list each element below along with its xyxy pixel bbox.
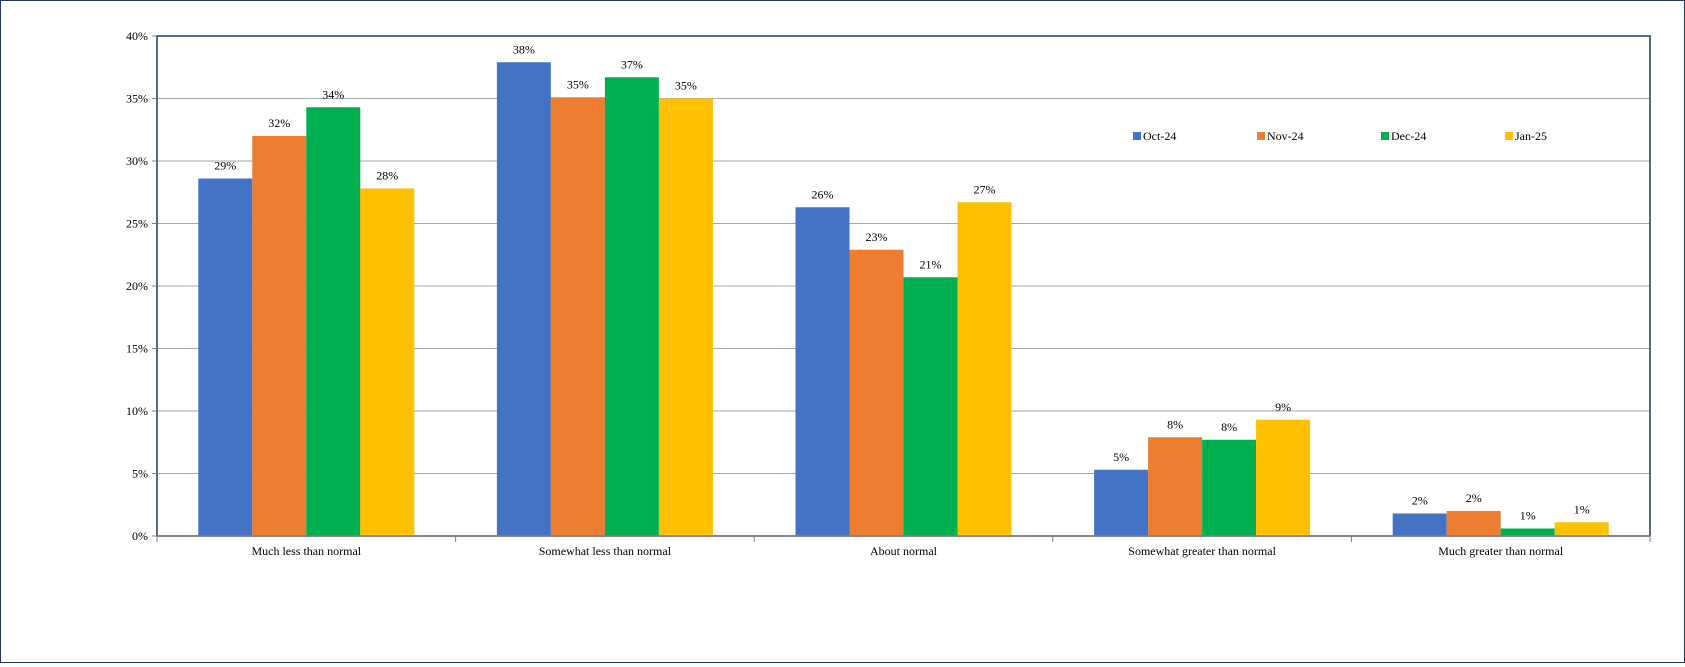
y-tick-label: 0%: [132, 529, 148, 543]
data-label: 32%: [268, 116, 290, 130]
legend-swatch: [1133, 132, 1141, 140]
data-label: 34%: [322, 87, 344, 101]
legend-label: Jan-25: [1515, 129, 1547, 143]
y-tick-label: 25%: [126, 217, 148, 231]
y-tick-label: 35%: [126, 92, 148, 106]
y-tick-label: 15%: [126, 342, 148, 356]
legend-label: Nov-24: [1267, 129, 1304, 143]
bar: [1094, 469, 1149, 536]
x-category-label: Somewhat less than normal: [539, 544, 672, 558]
bar: [198, 178, 253, 536]
bar: [1500, 528, 1555, 536]
bars: [198, 62, 1609, 536]
data-label: 23%: [866, 230, 888, 244]
data-label: 2%: [1412, 494, 1428, 508]
data-label: 1%: [1574, 502, 1590, 516]
x-category-label: About normal: [870, 544, 938, 558]
data-label: 27%: [974, 182, 996, 196]
data-label: 28%: [376, 169, 398, 183]
y-tick-label: 40%: [126, 29, 148, 43]
legend-swatch: [1505, 132, 1513, 140]
bar: [604, 77, 659, 536]
data-label: 37%: [621, 57, 643, 71]
bar: [1554, 522, 1609, 536]
bar: [1392, 513, 1447, 536]
data-label: 8%: [1167, 417, 1183, 431]
bar: [1202, 439, 1257, 536]
data-label: 9%: [1275, 400, 1291, 414]
bar: [360, 188, 415, 536]
data-label: 1%: [1520, 509, 1536, 523]
legend-label: Dec-24: [1391, 129, 1426, 143]
x-category-label: Much greater than normal: [1438, 544, 1564, 558]
data-label: 5%: [1113, 450, 1129, 464]
x-category-label: Somewhat greater than normal: [1128, 544, 1276, 558]
bar: [496, 62, 551, 536]
legend-swatch: [1381, 132, 1389, 140]
y-tick-label: 10%: [126, 404, 148, 418]
bar: [658, 98, 713, 536]
y-tick-label: 30%: [126, 154, 148, 168]
bar: [252, 136, 307, 536]
bar: [849, 249, 904, 536]
bar: [1148, 437, 1203, 536]
bar: [1256, 419, 1311, 536]
data-label: 8%: [1221, 420, 1237, 434]
x-category-label: Much less than normal: [251, 544, 361, 558]
y-tick-label: 5%: [132, 467, 148, 481]
legend-swatch: [1257, 132, 1265, 140]
bar: [903, 277, 958, 536]
bar: [957, 202, 1012, 536]
bar: [306, 107, 361, 536]
legend: Oct-24 Nov-24 Dec-24 Jan-25: [1133, 129, 1547, 143]
data-labels: 29% 32% 34% 28% 38% 35% 37% 35% 26% 23% 21% 27% 5% 8%…: [214, 42, 1589, 522]
data-label: 38%: [513, 42, 535, 56]
data-label: 26%: [812, 187, 834, 201]
y-tick-label: 20%: [126, 279, 148, 293]
data-label: 29%: [214, 159, 236, 173]
axes: 0% 5% 10% 15% 20% 25% 30% 35% 40% Much less than …: [126, 29, 1651, 558]
bar: [1446, 511, 1501, 536]
bar: [795, 207, 850, 536]
legend-label: Oct-24: [1143, 129, 1176, 143]
data-label: 35%: [675, 79, 697, 93]
data-label: 35%: [567, 77, 589, 91]
data-label: 2%: [1466, 491, 1482, 505]
data-label: 21%: [920, 257, 942, 271]
bar: [550, 97, 605, 536]
